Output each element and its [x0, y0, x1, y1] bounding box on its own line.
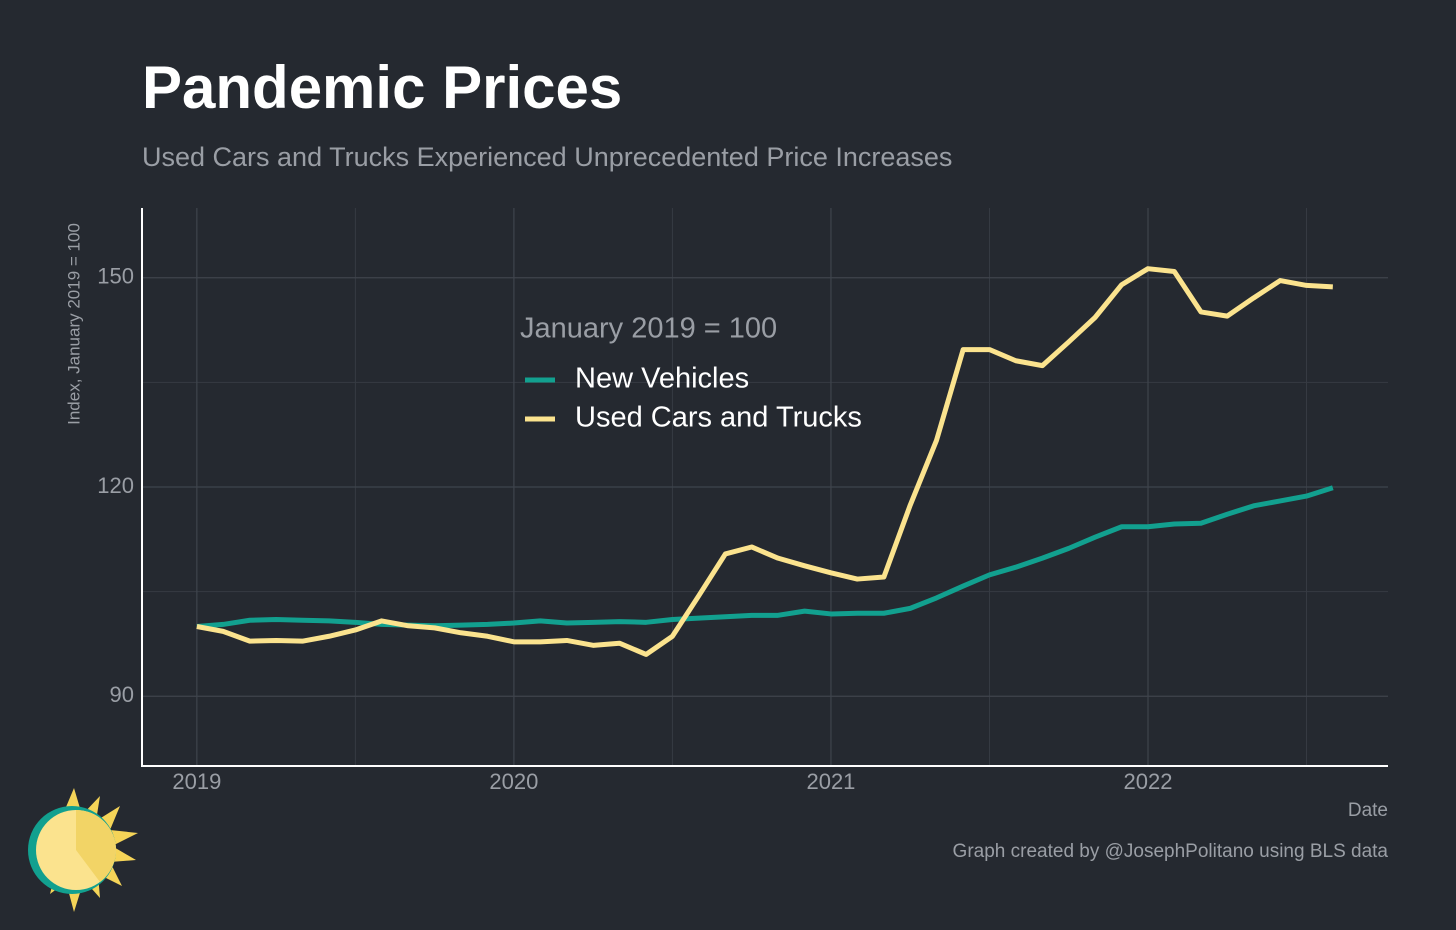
line-series — [196, 266, 1333, 657]
y-tick-label: 120 — [97, 473, 134, 498]
x-tick-label: 2020 — [489, 769, 538, 794]
line-series — [196, 485, 1334, 629]
x-tick-label: 2022 — [1124, 769, 1173, 794]
x-tick-label: 2019 — [172, 769, 221, 794]
legend-label: Used Cars and Trucks — [575, 402, 862, 434]
x-tick-label: 2021 — [806, 769, 855, 794]
x-axis-label: Date — [1348, 800, 1388, 821]
legend-title: January 2019 = 100 — [520, 313, 777, 345]
legend-label: New Vehicles — [575, 363, 749, 395]
y-tick-label: 150 — [97, 264, 134, 289]
chart-subtitle: Used Cars and Trucks Experienced Unprece… — [142, 142, 952, 172]
legend: January 2019 = 100 New Vehicles Used Cars … — [520, 313, 862, 434]
plot-area: 90 120 150 2019 2020 2021 2022 January 2019 = 1… — [97, 208, 1388, 794]
y-axis-label: Index, January 2019 = 100 — [64, 223, 83, 425]
y-tick-label: 90 — [110, 682, 134, 707]
caption: Graph created by @JosephPolitano using B… — [953, 841, 1389, 862]
logo — [28, 788, 138, 912]
chart-title: Pandemic Prices — [142, 54, 622, 121]
